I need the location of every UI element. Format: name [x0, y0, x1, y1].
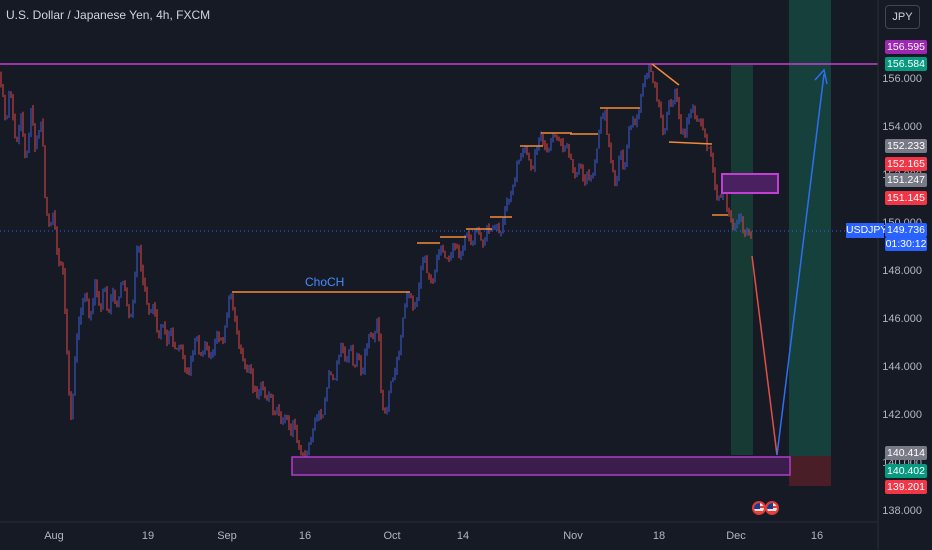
price-tick-label: 154.000: [882, 121, 922, 133]
chart-title: U.S. Dollar / Japanese Yen, 4h, FXCM: [6, 8, 211, 22]
price-level-label: 139.201: [885, 480, 927, 494]
price-tick-label: 142.000: [882, 409, 922, 421]
price-level-label: 152.233: [885, 139, 927, 153]
last-price-label: 149.736: [885, 223, 927, 237]
symbol-tag: USDJPY: [846, 223, 888, 238]
projection-loss-zone[interactable]: [789, 456, 831, 486]
price-level-label: 156.595: [885, 40, 927, 54]
time-tick-label: 16: [298, 530, 312, 542]
projection-up-line[interactable]: [776, 73, 825, 456]
price-level-label: 151.247: [885, 173, 927, 187]
price-tick-label: 146.000: [882, 313, 922, 325]
projection-profit-zone[interactable]: [789, 0, 831, 456]
price-tick-label: 138.000: [882, 505, 922, 517]
time-tick-label: 19: [141, 530, 155, 542]
us-flag-event-icon[interactable]: [752, 501, 766, 515]
time-tick-label: 14: [456, 530, 470, 542]
price-level-label: 152.165: [885, 157, 927, 171]
countdown-label: 01:30:12: [885, 237, 927, 251]
short-target-zone[interactable]: [731, 65, 753, 455]
time-tick-label: 16: [810, 530, 824, 542]
demand-zone[interactable]: [291, 456, 791, 476]
projection-arrow-head: [814, 68, 828, 85]
choch-label: ChoCH: [305, 275, 345, 289]
price-tick-label: 148.000: [882, 265, 922, 277]
price-tick-label: 144.000: [882, 361, 922, 373]
us-flag-event-icon[interactable]: [765, 501, 779, 515]
time-tick-label: 18: [652, 530, 666, 542]
currency-button[interactable]: JPY: [885, 5, 920, 29]
structure-lines[interactable]: [417, 63, 728, 244]
time-tick-label: Aug: [44, 530, 64, 542]
price-level-label: 140.414: [885, 446, 927, 460]
price-level-label: 151.145: [885, 191, 927, 205]
price-level-label: 140.402: [885, 464, 927, 478]
time-tick-label: Oct: [383, 530, 401, 542]
candle-series: [0, 63, 752, 459]
price-tick-label: 156.000: [882, 73, 922, 85]
time-tick-label: Dec: [726, 530, 746, 542]
time-tick-label: Nov: [563, 530, 583, 542]
price-level-label: 156.584: [885, 57, 927, 71]
projection-down-line[interactable]: [751, 255, 778, 456]
time-tick-label: Sep: [217, 530, 237, 542]
supply-zone[interactable]: [721, 173, 779, 194]
